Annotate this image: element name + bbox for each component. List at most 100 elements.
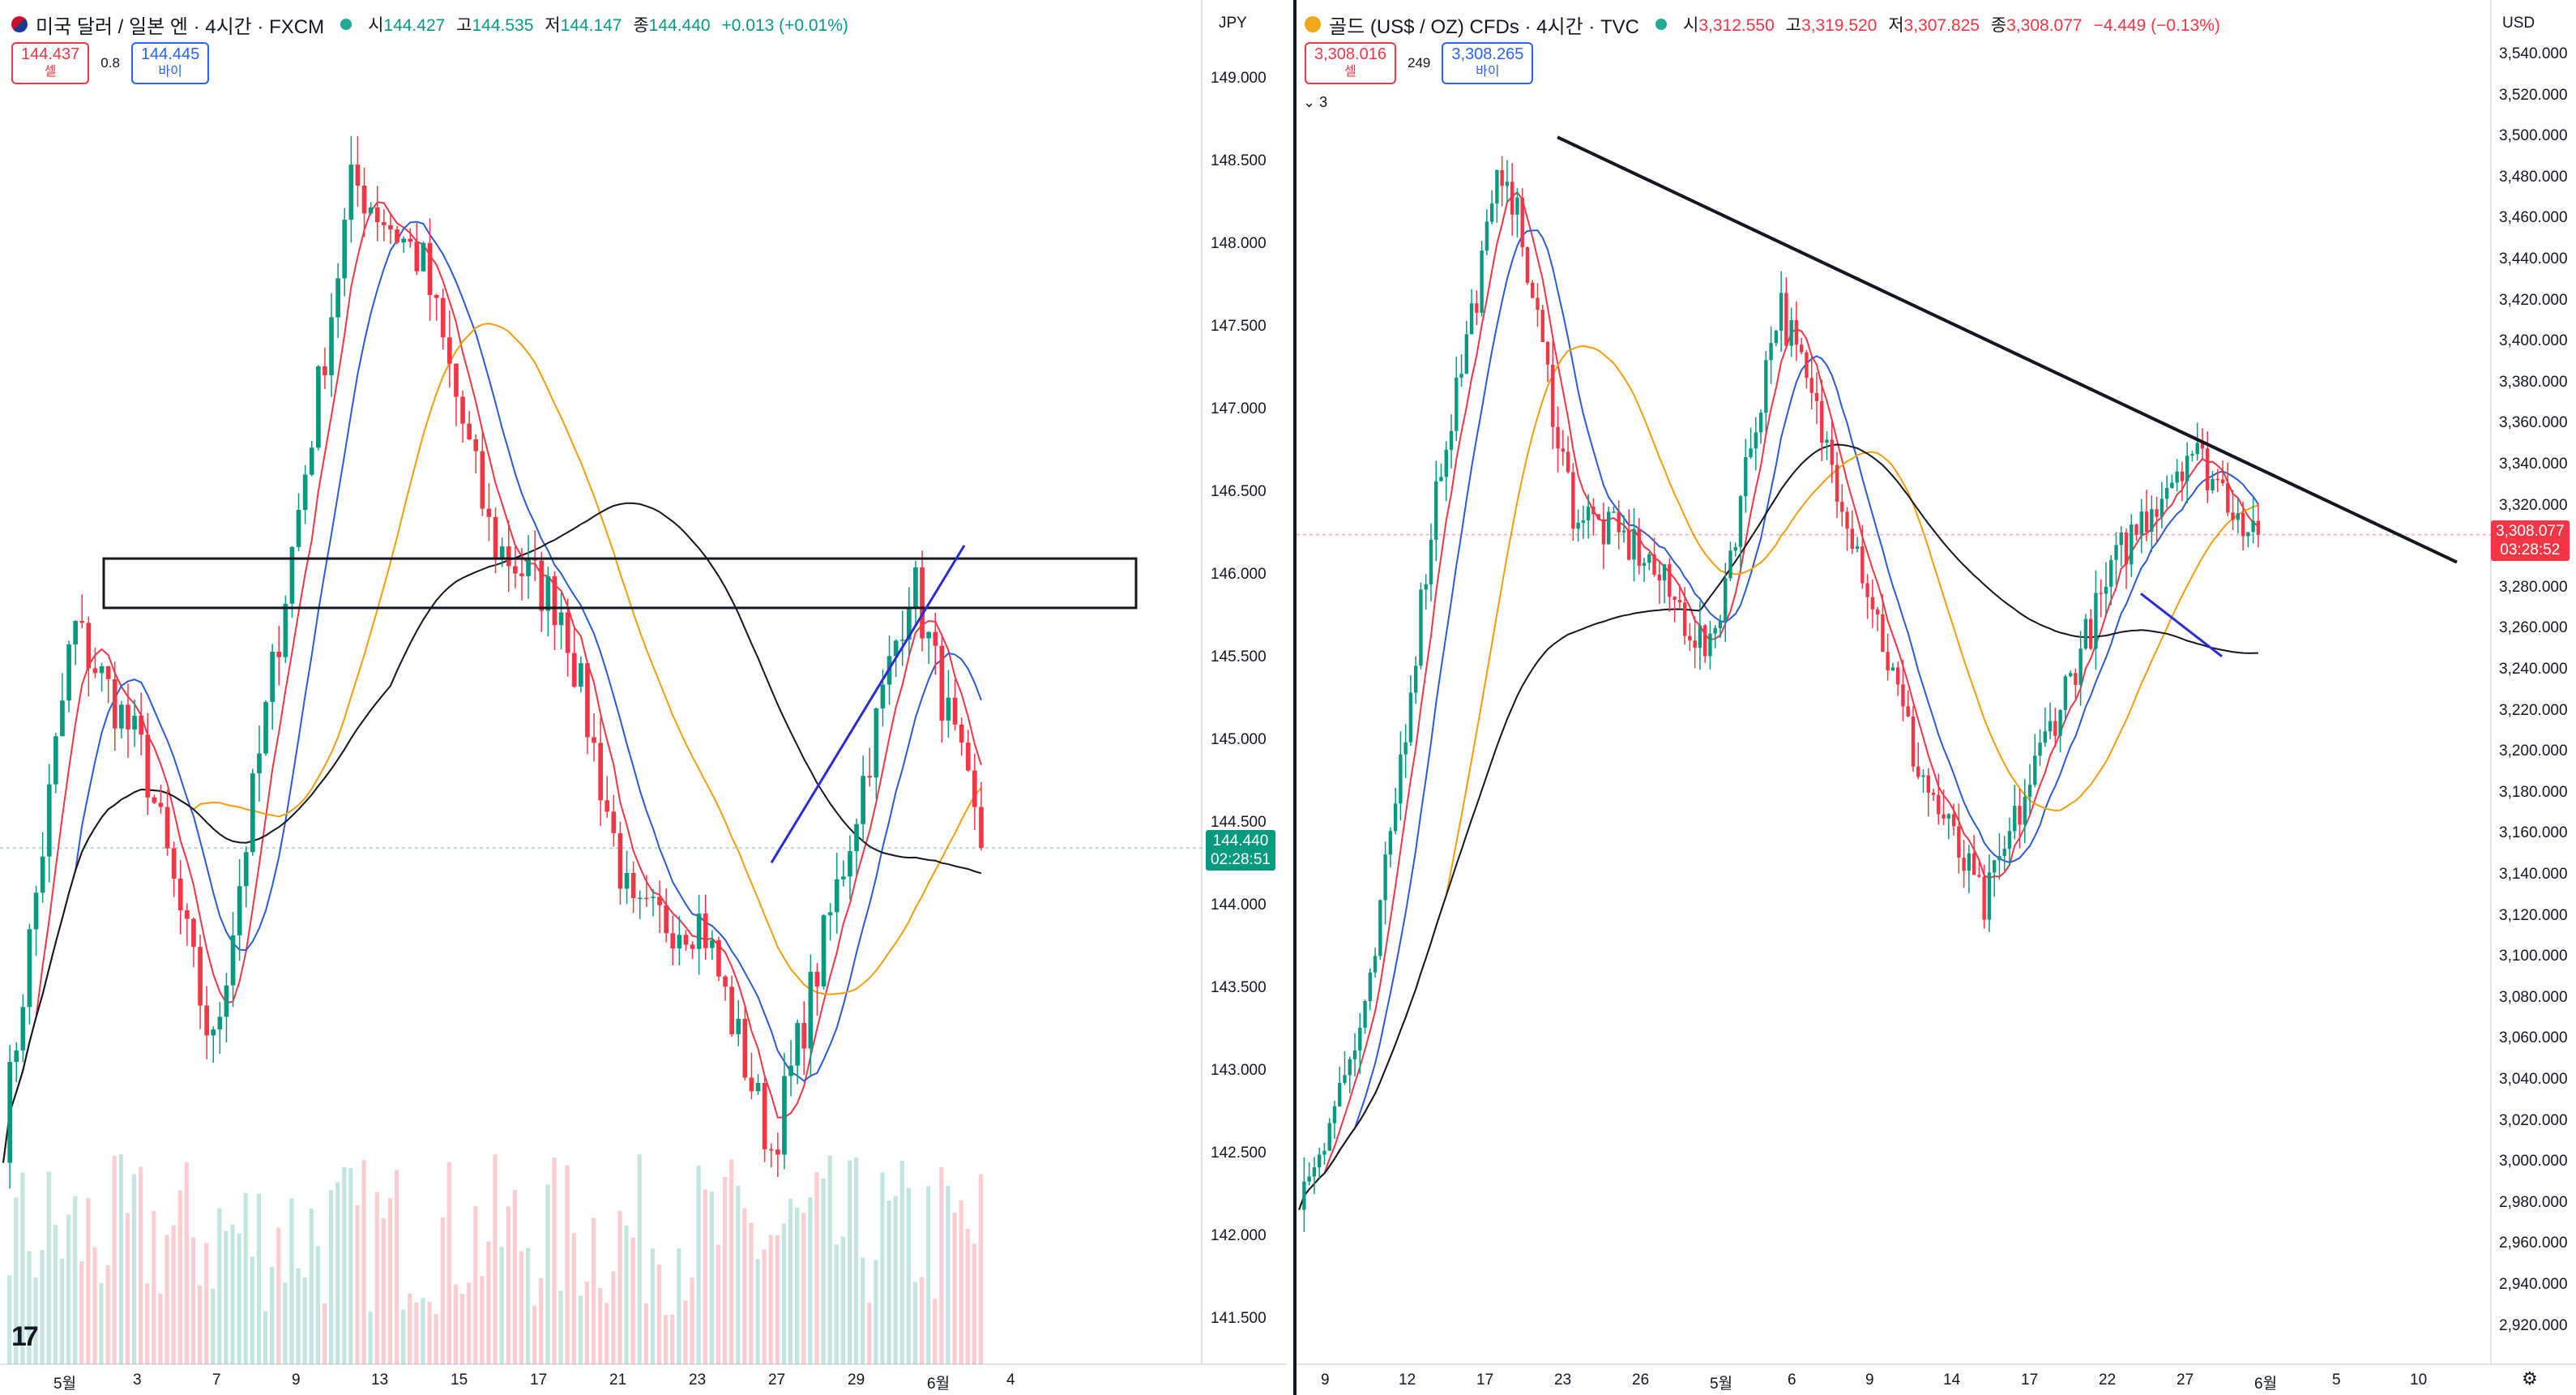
time-tick-label: 9	[1865, 1371, 1874, 1389]
volume-bar	[395, 1170, 399, 1364]
candle-body	[1921, 775, 1925, 777]
candle-body	[979, 807, 984, 849]
candle-body	[1749, 448, 1753, 457]
time-tick-label: 9	[1321, 1371, 1330, 1389]
buy-button[interactable]: 3,308.265 바이	[1442, 42, 1534, 84]
candle-body	[368, 207, 374, 214]
candle-body	[814, 971, 820, 986]
price-tick-label: 148.000	[1211, 235, 1267, 252]
descending-trend-line	[1557, 135, 2458, 564]
sell-button[interactable]: 3,308.016 셀	[1305, 42, 1396, 84]
candle-body	[1987, 872, 1992, 920]
price-tick-label: 3,340.000	[2499, 456, 2568, 473]
volume-bar	[453, 1284, 458, 1364]
candle-body	[1754, 432, 1758, 449]
candle-body	[2094, 593, 2098, 649]
symbol-title[interactable]: 미국 달러 / 일본 엔 · 4시간 · FXCM	[36, 15, 325, 38]
candle-body	[1662, 564, 1667, 581]
candle-body	[1505, 182, 1510, 186]
candle-body	[1317, 1154, 1322, 1168]
candle-body	[592, 737, 596, 743]
time-tick-label: 4	[1006, 1371, 1015, 1389]
candle-body	[1632, 528, 1636, 560]
price-tick-label: 3,320.000	[2499, 496, 2568, 514]
usdjpy-chart-canvas[interactable]	[0, 0, 1287, 1395]
candle-body	[1348, 1059, 1352, 1076]
volume-bar	[73, 1196, 78, 1364]
volume-bar	[847, 1160, 852, 1364]
candle-body	[1637, 528, 1641, 567]
indicators-toggle[interactable]: ⌄ 3	[1303, 94, 1328, 110]
candle-body	[335, 278, 340, 318]
time-tick-label: 17	[1476, 1371, 1494, 1389]
volume-bar	[893, 1196, 898, 1364]
candle-body	[1972, 853, 1976, 875]
candle-body	[1540, 310, 1544, 343]
candle-body	[1682, 602, 1687, 636]
candle-body	[617, 832, 623, 889]
usdjpy-chart-pane[interactable]: 미국 달러 / 일본 엔 · 4시간 · FXCM 시144.427 고144.…	[0, 0, 1287, 1395]
volume-bar	[683, 1300, 688, 1364]
candle-body	[827, 912, 833, 916]
candle-body	[296, 509, 301, 547]
candle-body	[467, 423, 472, 439]
volume-bar	[677, 1248, 681, 1364]
candle-body	[204, 1005, 209, 1036]
volume-bar	[480, 1276, 485, 1364]
candle-body	[664, 905, 669, 934]
candle-body	[1724, 578, 1728, 621]
candle-body	[1510, 182, 1514, 215]
candle-body	[1733, 546, 1737, 551]
volume-bar	[716, 1244, 720, 1364]
currency-label[interactable]: USD	[2502, 15, 2535, 32]
candle-body	[1566, 451, 1570, 473]
candle-body	[1713, 627, 1717, 634]
time-tick-label: 22	[2099, 1371, 2117, 1389]
candle-body	[1408, 692, 1413, 742]
candle-body	[1439, 477, 1443, 481]
candle-body	[2159, 499, 2164, 517]
symbol-title[interactable]: 골드 (US$ / OZ) CFDs · 4시간 · TVC	[1329, 15, 1639, 38]
candle-body	[1702, 625, 1707, 657]
gold-chart-canvas[interactable]	[1297, 0, 2576, 1395]
time-tick-label: 5월	[53, 1376, 77, 1393]
candle-body	[1870, 597, 1875, 610]
buy-button[interactable]: 144.445 바이	[130, 42, 210, 84]
currency-label[interactable]: JPY	[1219, 15, 1247, 32]
volume-bar	[775, 1235, 780, 1364]
candle-body	[630, 872, 636, 899]
volume-bar	[912, 1282, 917, 1364]
candle-body	[677, 935, 682, 949]
time-tick-label: 17	[2021, 1371, 2039, 1389]
volume-bar	[749, 1222, 754, 1364]
candle-body	[552, 576, 557, 626]
pane-divider-line[interactable]	[1293, 0, 1297, 1395]
candle-body	[2083, 618, 2088, 649]
volume-bar	[92, 1247, 97, 1364]
volume-bar	[421, 1298, 425, 1364]
candle-body	[2104, 586, 2108, 594]
candle-body	[2175, 471, 2179, 483]
volume-bar	[624, 1225, 629, 1364]
candle-body	[959, 724, 964, 743]
candle-body	[1875, 609, 1880, 615]
volume-bar	[139, 1166, 143, 1364]
moving-average-line	[2, 220, 982, 1163]
volume-bar	[801, 1213, 806, 1364]
volume-bar	[768, 1235, 773, 1364]
time-tick-label: 26	[1632, 1371, 1650, 1389]
trend-line	[2140, 593, 2223, 658]
candle-body	[1946, 814, 1951, 819]
price-tick-label: 149.000	[1211, 70, 1267, 87]
gold-chart-pane[interactable]: 골드 (US$ / OZ) CFDs · 4시간 · TVC 시3,312.55…	[1297, 0, 2576, 1395]
sell-button[interactable]: 144.437 셀	[11, 42, 90, 84]
volume-bar	[99, 1283, 104, 1364]
candle-body	[1794, 320, 1799, 345]
moving-average-line	[2, 201, 982, 1163]
settings-gear-icon[interactable]: ⚙	[2522, 1368, 2538, 1389]
time-tick-label: 14	[1943, 1371, 1961, 1389]
candle-body	[1434, 481, 1438, 540]
candle-body	[788, 1065, 793, 1076]
candle-body	[933, 631, 938, 646]
tradingview-logo[interactable]: 17	[11, 1321, 39, 1352]
